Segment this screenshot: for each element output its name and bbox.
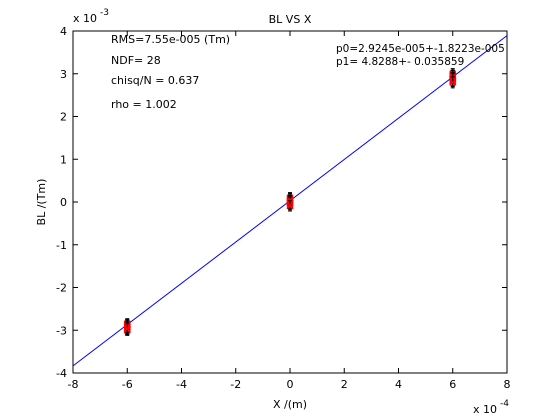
x-tick-label: -6 xyxy=(122,378,133,391)
x-tick-label: 4 xyxy=(395,378,402,391)
x-tick-label: 8 xyxy=(504,378,511,391)
y-multiplier: x 10 -3 xyxy=(73,8,109,25)
x-tick-label: 6 xyxy=(449,378,456,391)
y-tick-label: -2 xyxy=(56,282,67,295)
point-marker xyxy=(449,78,457,86)
data-point xyxy=(286,200,294,212)
y-tick-label: -4 xyxy=(56,367,67,380)
x-tick-label: -2 xyxy=(230,378,241,391)
data-point xyxy=(449,76,457,89)
point-marker xyxy=(286,202,294,210)
y-tick-label: 2 xyxy=(60,111,67,124)
y-tick-label: -1 xyxy=(56,239,67,252)
x-tick-label: -4 xyxy=(176,378,187,391)
y-multiplier-base: x 10 xyxy=(73,12,97,25)
fit-stats-annotations: RMS=7.55e-005 (Tm) NDF= 28 chisq/N = 0.6… xyxy=(111,33,505,111)
x-tick-label: 2 xyxy=(341,378,348,391)
annotation-chisq: chisq/N = 0.637 xyxy=(111,74,199,87)
chart-title: BL VS X xyxy=(269,13,312,26)
y-axis-label: BL /(Tm) xyxy=(35,179,48,226)
y-tick-label: 1 xyxy=(60,153,67,166)
annotation-p1: p1= 4.8288+- 0.035859 xyxy=(336,56,464,68)
x-multiplier-exponent: -4 xyxy=(500,399,509,409)
annotation-rms: RMS=7.55e-005 (Tm) xyxy=(111,33,230,46)
y-multiplier-exponent: -3 xyxy=(100,8,109,18)
x-tick-label: -8 xyxy=(68,378,79,391)
x-multiplier-base: x 10 xyxy=(473,403,497,416)
y-tick-label: 3 xyxy=(60,68,67,81)
annotation-ndf: NDF= 28 xyxy=(111,54,161,67)
y-tick-label: 4 xyxy=(60,25,67,38)
axis-ticks-layer: -8 -6 -4 -2 0 2 4 6 8 -4 -3 -2 -1 0 1 2 3 4 xyxy=(56,25,510,391)
y-tick-label: 0 xyxy=(60,196,67,209)
x-tick-label: 0 xyxy=(287,378,294,391)
y-tick-label: -3 xyxy=(56,324,67,337)
annotation-rho: rho = 1.002 xyxy=(111,98,177,111)
x-multiplier: x 10 -4 xyxy=(473,399,509,416)
data-points-layer xyxy=(123,68,457,336)
data-point xyxy=(123,322,131,335)
point-marker xyxy=(123,325,131,333)
annotation-p0: p0=2.9245e-005+-1.8223e-005 xyxy=(336,43,505,55)
x-axis-label: X /(m) xyxy=(273,398,307,411)
